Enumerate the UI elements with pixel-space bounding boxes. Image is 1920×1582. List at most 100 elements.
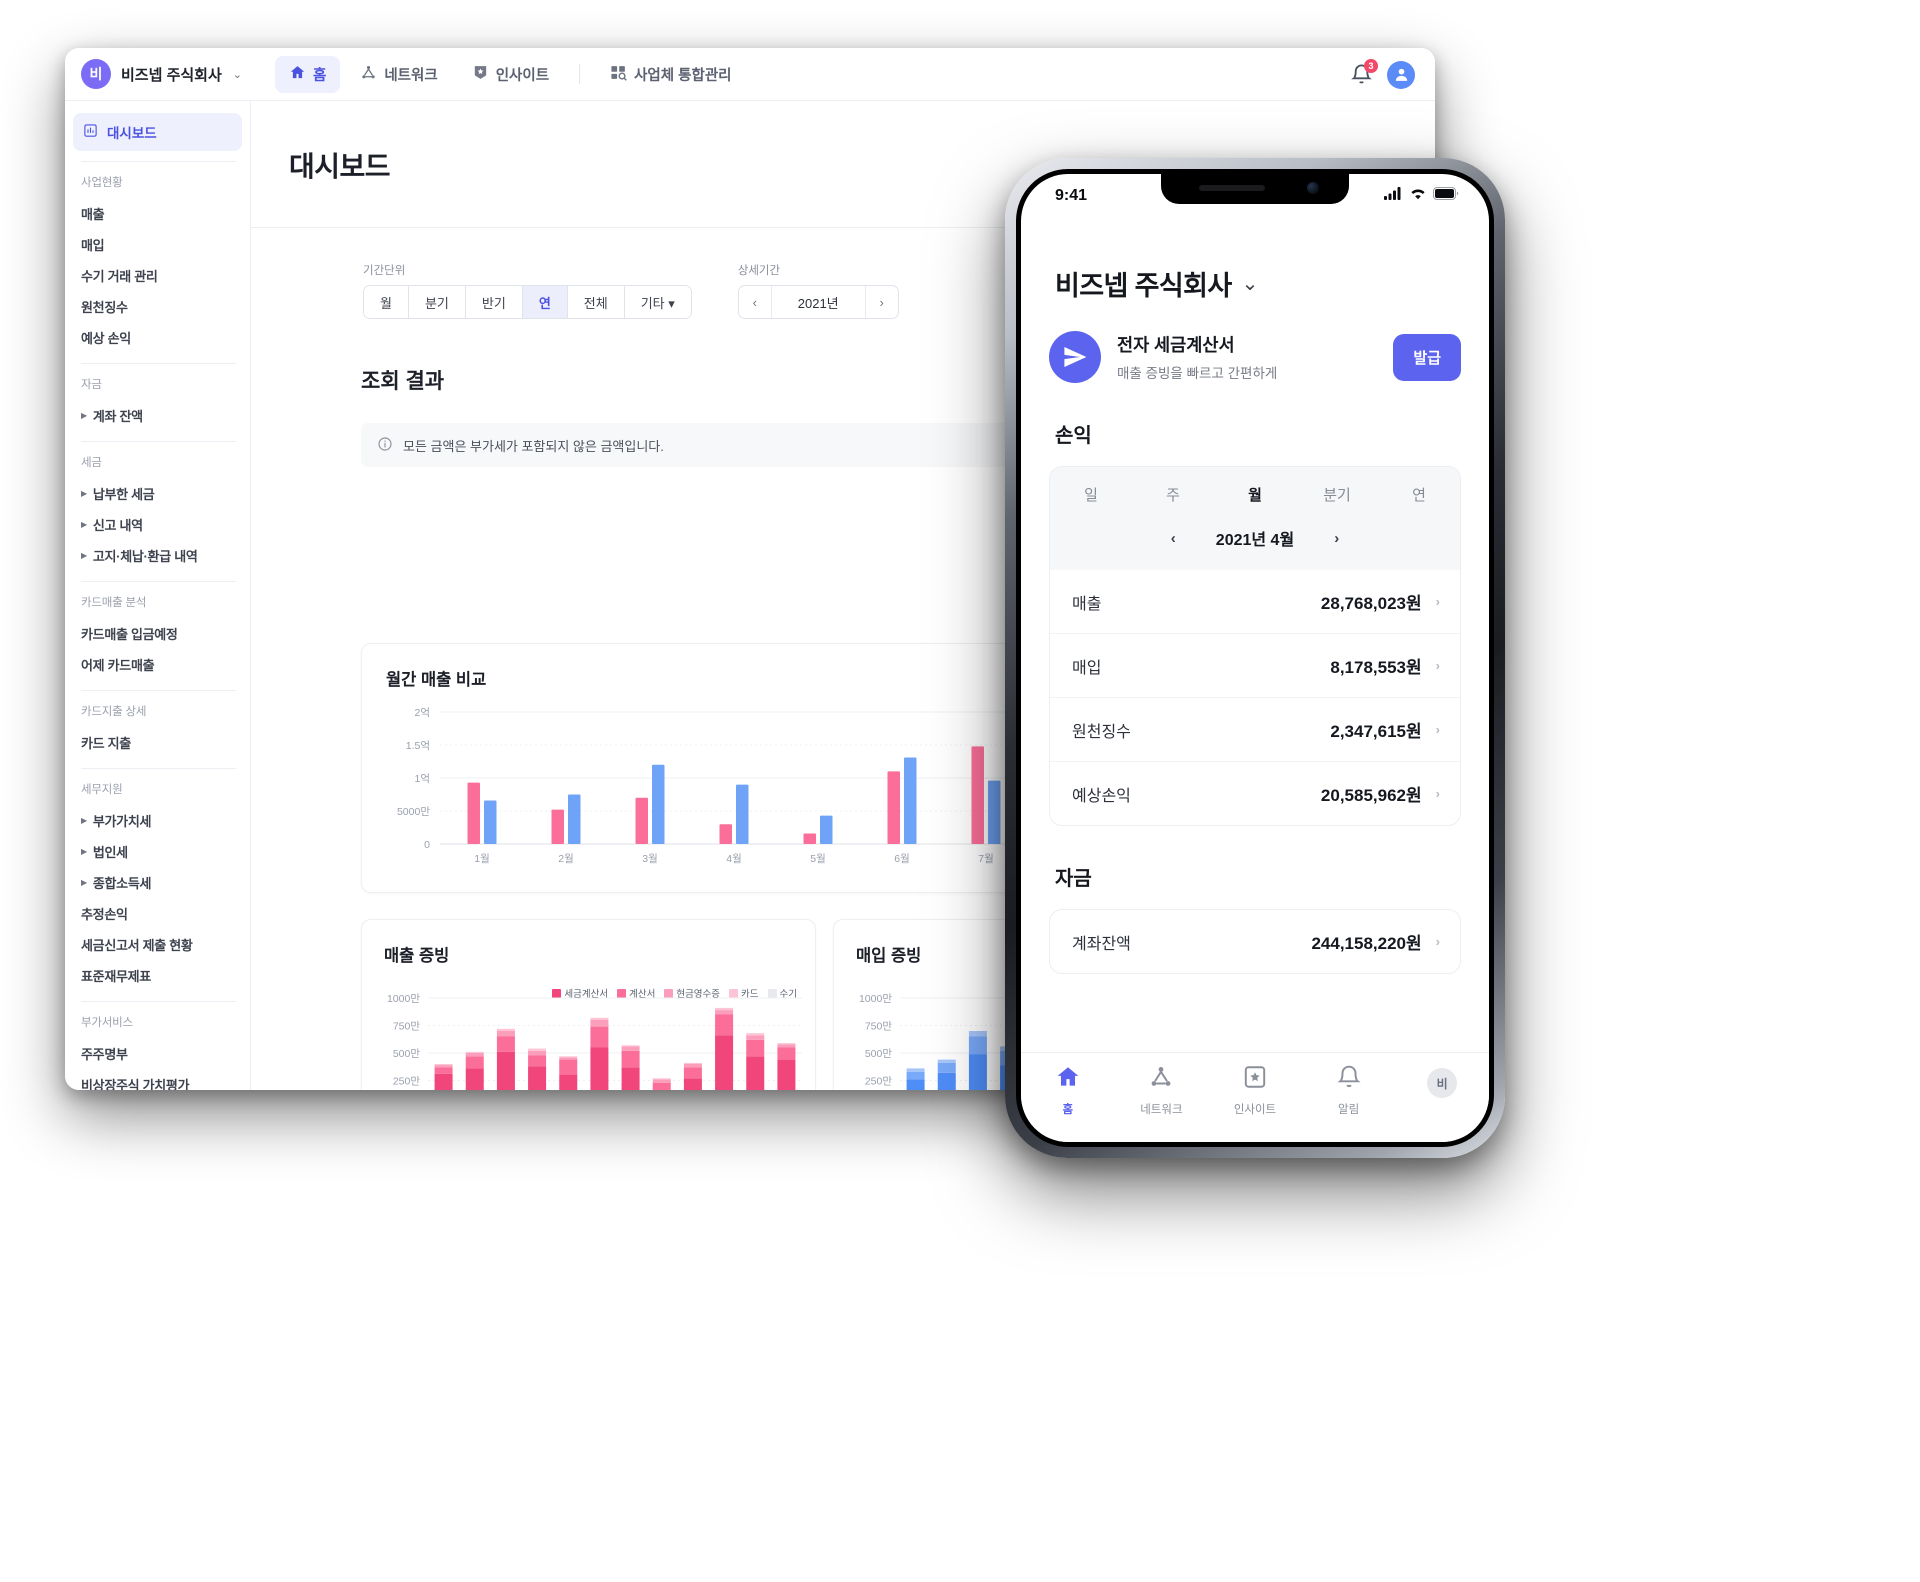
profit-tab-월[interactable]: 월: [1248, 487, 1262, 504]
sidebar-item-추정손익[interactable]: 추정손익: [65, 898, 250, 929]
nav-item-insight[interactable]: 인사이트: [458, 56, 563, 93]
sidebar-item-납부한-세금[interactable]: ▶ 납부한 세금: [65, 478, 250, 509]
user-avatar-button[interactable]: [1387, 60, 1415, 89]
sidebar-item-label: 계좌 잔액: [92, 409, 143, 424]
profit-tab-주[interactable]: 주: [1166, 487, 1180, 504]
brand-selector[interactable]: 비 비즈넵 주식회사 ⌄: [81, 59, 251, 89]
vat-notice-text: 모든 금액은 부가세가 포함되지 않은 금액입니다.: [403, 438, 664, 454]
current-period-value[interactable]: 2021년: [770, 286, 866, 318]
sales-evidence-legend: 세금계산서 계산서 현금영수증 카드 수기: [552, 986, 797, 1000]
top-right-actions: 3: [1350, 48, 1415, 101]
current-month-label: 2021년 4월: [1215, 532, 1295, 549]
profit-section-title: 손익: [1055, 425, 1092, 447]
phone-frame: 9:41: [1005, 158, 1505, 1158]
profit-month-stepper: ‹ 2021년 4월 ›: [1050, 520, 1460, 570]
sidebar-group-caption: 부가서비스: [81, 1017, 133, 1029]
sidebar-item-매입[interactable]: 매입: [65, 229, 250, 260]
sidebar-item-종합소득세[interactable]: ▶ 종합소득세: [65, 867, 250, 898]
phone-tab-알림[interactable]: 알림: [1302, 1064, 1396, 1117]
sidebar-item-표준재무제표[interactable]: 표준재무제표: [65, 960, 250, 991]
profit-row-value: 8,178,553원: [1330, 658, 1422, 677]
notification-count-badge: 3: [1364, 59, 1378, 73]
nav-item-home[interactable]: 홈: [275, 55, 341, 93]
phone-tab-비[interactable]: 비: [1395, 1064, 1489, 1098]
profit-tab-일[interactable]: 일: [1084, 487, 1098, 504]
period-option-전체[interactable]: 전체: [567, 286, 625, 318]
insight-icon: [472, 64, 489, 85]
promo-subtitle: 매출 증빙을 빠르고 간편하게: [1117, 366, 1278, 381]
funds-row-label: 계좌잔액: [1072, 935, 1131, 953]
phone-tab-인사이트[interactable]: 인사이트: [1208, 1064, 1302, 1117]
next-month-button[interactable]: ›: [1334, 529, 1340, 547]
legend-swatch: [617, 988, 627, 998]
next-period-button[interactable]: ›: [879, 294, 884, 310]
profit-tab-분기[interactable]: 분기: [1323, 487, 1351, 504]
profit-period-tabs[interactable]: 일 주 월 분기 연: [1050, 467, 1460, 520]
sidebar-item-신고-내역[interactable]: ▶ 신고 내역: [65, 509, 250, 540]
sidebar-item-계좌-잔액[interactable]: ▶ 계좌 잔액: [65, 400, 250, 431]
sidebar-item-label: 카드 지출: [81, 736, 131, 751]
profit-row[interactable]: 매출 28,768,023원 ›: [1050, 570, 1460, 633]
sidebar-item-카드-지출[interactable]: 카드 지출: [65, 727, 250, 758]
legend-item: 카드: [729, 986, 759, 1000]
sidebar-group-caption: 사업현황: [81, 177, 123, 189]
period-option-기타[interactable]: 기타 ▾: [624, 286, 691, 318]
sidebar-divider: [81, 161, 236, 162]
sidebar-item-주주명부[interactable]: 주주명부: [65, 1038, 250, 1069]
svg-text:750만: 750만: [865, 1021, 893, 1033]
phone-company-selector[interactable]: 비즈넵 주식회사 ⌄: [1021, 218, 1489, 303]
sidebar-item-dashboard[interactable]: 대시보드: [73, 113, 242, 151]
sidebar-item-원천징수[interactable]: 원천징수: [65, 291, 250, 322]
profit-row[interactable]: 예상손익 20,585,962원 ›: [1050, 761, 1460, 825]
sidebar-item-label: 세금신고서 제출 현황: [81, 938, 193, 953]
svg-text:750만: 750만: [393, 1021, 421, 1033]
nav-item-insight-label: 인사이트: [495, 67, 550, 84]
sidebar-item-예상-손익[interactable]: 예상 손익: [65, 322, 250, 353]
sidebar-item-어제-카드매출[interactable]: 어제 카드매출: [65, 649, 250, 680]
tax-invoice-promo: 전자 세금계산서 매출 증빙을 빠르고 간편하게 발급: [1049, 331, 1461, 383]
profit-row[interactable]: 매입 8,178,553원 ›: [1050, 633, 1460, 697]
chevron-right-icon: ›: [1435, 786, 1440, 801]
prev-period-button[interactable]: ‹: [752, 294, 757, 310]
promo-text-block: 전자 세금계산서 매출 증빙을 빠르고 간편하게: [1117, 332, 1277, 382]
sidebar-item-세금신고서-제출-현황[interactable]: 세금신고서 제출 현황: [65, 929, 250, 960]
date-range-stepper[interactable]: ‹ 2021년 ›: [737, 285, 899, 319]
sidebar-divider: [81, 690, 236, 691]
period-option-분기[interactable]: 분기: [408, 286, 466, 318]
sidebar-item-label: 매출: [81, 207, 105, 222]
issue-invoice-button[interactable]: 발급: [1393, 333, 1461, 381]
period-option-월[interactable]: 월: [364, 286, 409, 318]
prev-month-button[interactable]: ‹: [1170, 529, 1176, 547]
sidebar-item-카드매출-입금예정[interactable]: 카드매출 입금예정: [65, 618, 250, 649]
chevron-right-icon: ▶: [81, 520, 87, 529]
detail-period-label: 상세기간: [737, 265, 781, 277]
funds-row[interactable]: 계좌잔액 244,158,220원 ›: [1050, 910, 1460, 973]
sidebar-item-매출[interactable]: 매출: [65, 198, 250, 229]
sidebar-item-label: 수기 거래 관리: [81, 269, 158, 284]
nav-item-business-management[interactable]: 사업체 통합관리: [596, 56, 745, 93]
sidebar-item-고지-체납-환급-내역[interactable]: ▶ 고지·체납·환급 내역: [65, 540, 250, 571]
svg-text:1000만: 1000만: [387, 993, 420, 1005]
phone-tab-홈[interactable]: 홈: [1021, 1064, 1115, 1117]
phone-tab-네트워크[interactable]: 네트워크: [1115, 1064, 1209, 1117]
nav-item-network[interactable]: 네트워크: [346, 56, 451, 93]
sidebar-item-비상장주식-가치평가[interactable]: 비상장주식 가치평가: [65, 1069, 250, 1090]
period-option-반기[interactable]: 반기: [465, 286, 523, 318]
profit-row[interactable]: 원천징수 2,347,615원 ›: [1050, 697, 1460, 761]
svg-text:5000만: 5000만: [397, 806, 430, 818]
period-option-연[interactable]: 연: [522, 286, 568, 318]
notification-bell-button[interactable]: 3: [1350, 59, 1378, 86]
profit-row-value: 28,768,023원: [1320, 594, 1422, 613]
sidebar-item-부가가치세[interactable]: ▶ 부가가치세: [65, 805, 250, 836]
chevron-right-icon: ▶: [81, 489, 87, 498]
sidebar-item-법인세[interactable]: ▶ 법인세: [65, 836, 250, 867]
sidebar-item-수기-거래-관리[interactable]: 수기 거래 관리: [65, 260, 250, 291]
status-time: 9:41: [1055, 187, 1088, 204]
period-unit-segmented-control[interactable]: 월 분기 반기 연 전체 기타 ▾: [363, 285, 692, 319]
sidebar-group-caption: 카드지출 상세: [81, 706, 147, 718]
chevron-right-icon: ▶: [81, 551, 87, 560]
profit-tab-연[interactable]: 연: [1412, 487, 1426, 504]
legend-swatch: [664, 988, 674, 998]
sidebar-item-label: 고지·체납·환급 내역: [92, 549, 198, 564]
